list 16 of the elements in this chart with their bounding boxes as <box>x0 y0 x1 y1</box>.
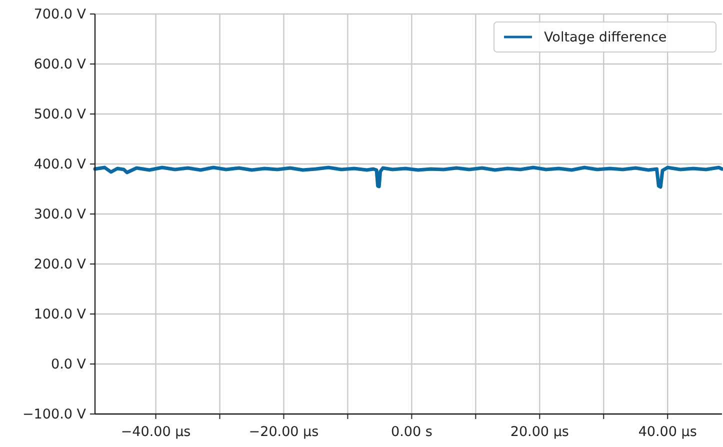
line-series <box>93 166 723 189</box>
y-tick-label: 600.0 V <box>34 56 87 73</box>
x-tick-label: −40.00 µs <box>120 424 191 440</box>
y-tick-label: −100.0 V <box>22 406 87 423</box>
x-tick-label: 0.00 s <box>391 424 432 440</box>
legend-label: Voltage difference <box>544 30 667 46</box>
y-tick-label: 0.0 V <box>51 356 87 373</box>
y-tick-label: 300.0 V <box>34 206 87 223</box>
y-tick-label: 100.0 V <box>34 306 87 323</box>
y-tick-label: 700.0 V <box>34 6 87 23</box>
y-tick-label: 500.0 V <box>34 106 87 123</box>
x-tick-label: 20.00 µs <box>510 424 569 440</box>
y-tick-label: 400.0 V <box>34 156 87 173</box>
x-tick-label: −20.00 µs <box>248 424 319 440</box>
x-tick-label: 40.00 µs <box>638 424 697 440</box>
y-tick-label: 200.0 V <box>34 256 87 273</box>
